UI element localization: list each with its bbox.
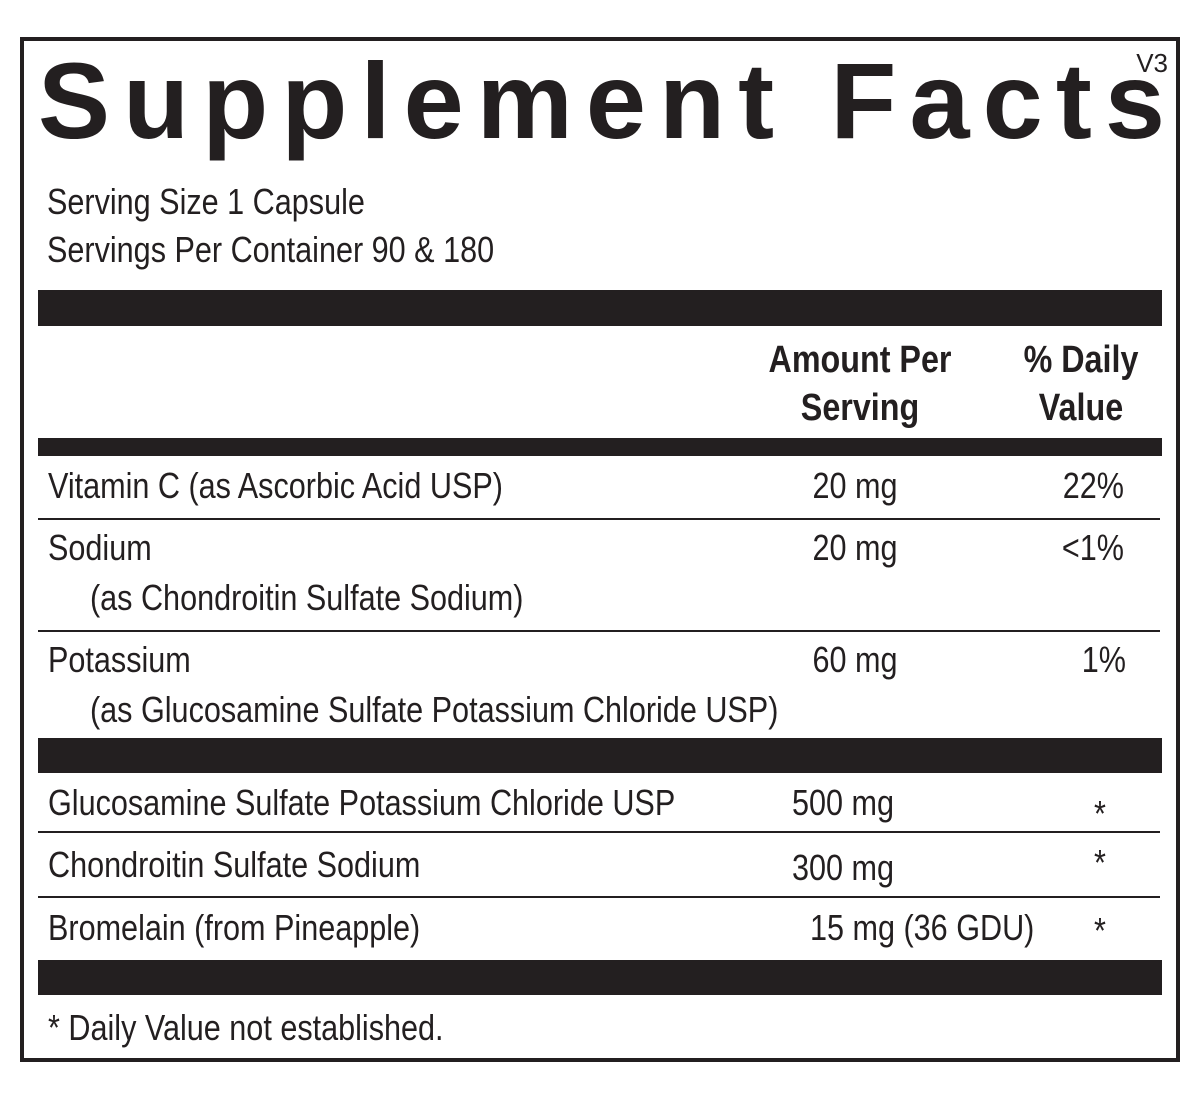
- title: Supplement Facts: [38, 40, 1165, 161]
- footnote: * Daily Value not established.: [48, 1009, 444, 1049]
- daily-value: <1%: [1062, 529, 1124, 569]
- separator-bar: [38, 438, 1162, 456]
- ingredient-name: Chondroitin Sulfate Sodium: [48, 846, 420, 886]
- nutrient-source: (as Chondroitin Sulfate Sodium): [90, 579, 523, 619]
- header-daily-value: % Daily: [1024, 339, 1139, 381]
- amount: 15 mg (36 GDU): [810, 909, 1034, 949]
- daily-value: *: [1094, 844, 1106, 884]
- header-daily-value: Value: [1039, 387, 1123, 429]
- daily-value: 1%: [1082, 641, 1126, 681]
- amount: 20 mg: [812, 529, 897, 569]
- amount: 20 mg: [812, 467, 897, 507]
- amount: 500 mg: [792, 784, 894, 824]
- separator-bar: [38, 960, 1162, 995]
- daily-value: *: [1094, 912, 1106, 952]
- daily-value: *: [1094, 795, 1106, 835]
- daily-value: 22%: [1063, 467, 1124, 507]
- serving-size: Serving Size 1 Capsule: [47, 183, 365, 223]
- nutrient-name: Potassium: [48, 641, 191, 681]
- servings-per-container: Servings Per Container 90 & 180: [47, 231, 494, 271]
- label-border: [20, 37, 1180, 1062]
- amount: 60 mg: [812, 641, 897, 681]
- amount: 300 mg: [792, 849, 894, 889]
- version: V3: [1136, 48, 1168, 78]
- nutrient-name: Sodium: [48, 529, 152, 569]
- separator-bar: [38, 738, 1162, 773]
- ingredient-name: Glucosamine Sulfate Potassium Chloride U…: [48, 784, 675, 824]
- nutrient-source: (as Glucosamine Sulfate Potassium Chlori…: [90, 691, 778, 731]
- header-amount: Amount Per: [769, 339, 952, 381]
- separator-bar: [38, 290, 1162, 326]
- header-amount: Serving: [801, 387, 919, 429]
- nutrient-name: Vitamin C (as Ascorbic Acid USP): [48, 467, 503, 507]
- ingredient-name: Bromelain (from Pineapple): [48, 909, 420, 949]
